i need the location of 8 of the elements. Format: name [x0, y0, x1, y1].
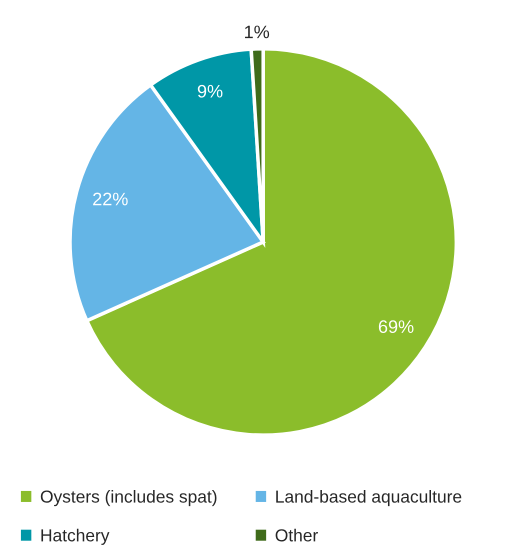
legend-label: Oysters (includes spat): [40, 490, 216, 506]
legend-label: Hatchery: [41, 528, 110, 545]
legend-label: Other: [276, 528, 318, 542]
legend-label: Land-based aquaculture: [276, 490, 462, 506]
data-label: 69%: [378, 320, 414, 334]
data-label: 22%: [93, 192, 128, 206]
data-label: 1%: [245, 26, 270, 38]
data-label: 9%: [198, 84, 222, 98]
